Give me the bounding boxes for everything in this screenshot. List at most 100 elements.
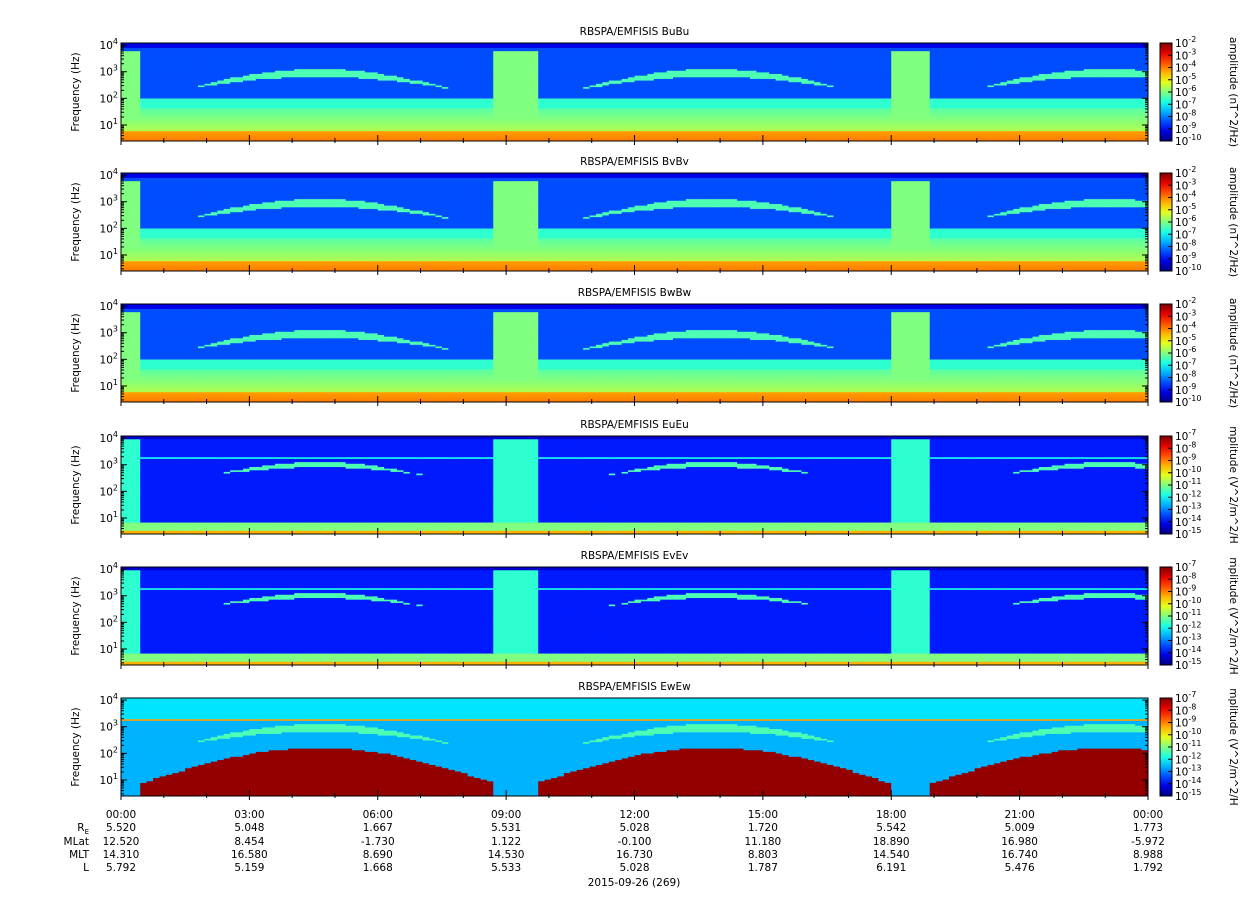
y-tick-label: 104 (100, 692, 118, 707)
panel-title: RBSPA/EMFISIS EwEw (578, 681, 691, 693)
panel-title: RBSPA/EMFISIS EuEu (580, 419, 689, 431)
ephemeris-value: 5.533 (491, 862, 521, 874)
date-label: 2015-09-26 (269) (588, 877, 681, 889)
spectrogram-image (121, 304, 1148, 402)
ephemeris-value: 5.520 (106, 822, 136, 834)
ephemeris-value: 16.580 (231, 849, 268, 861)
y-tick-label: 104 (100, 430, 118, 445)
panel-4: RBSPA/EMFISIS EuEu 101 102 103 104 Frequency … (70, 419, 1239, 544)
colorbar-label: mplitude (V^2/m^2/H (1227, 557, 1239, 674)
ephemeris-value: 1.792 (1133, 862, 1163, 874)
ephemeris-value: 5.792 (106, 862, 136, 874)
y-axis-label: Frequency (Hz) (70, 52, 82, 131)
colorbar-tick-label: 10-10 (1175, 394, 1201, 409)
colorbar-label: mplitude (V^2/m^2/H (1227, 426, 1239, 543)
x-tick-label: 09:00 (491, 809, 521, 821)
ephemeris-value: 5.476 (1005, 862, 1035, 874)
y-axis-label: Frequency (Hz) (70, 707, 82, 786)
ephemeris-value: 14.540 (873, 849, 910, 861)
ephemeris-value: 16.730 (616, 849, 653, 861)
y-tick-label: 104 (100, 167, 118, 182)
colorbar-tick-label: 10-15 (1175, 788, 1201, 803)
panel-1: RBSPA/EMFISIS BuBu101102103104Frequency … (70, 26, 1239, 148)
ephemeris-value: 5.048 (234, 822, 264, 834)
ephemeris-value: 1.787 (748, 862, 778, 874)
panels: RBSPA/EMFISIS BuBu 101 102 103 104 Frequency … (70, 26, 1239, 806)
y-tick-label: 101 (100, 510, 118, 525)
colorbar-label: mplitude (V^2/m^2/H (1227, 688, 1239, 805)
y-tick-label: 104 (100, 561, 118, 576)
y-tick-label: 103 (100, 194, 118, 209)
ephemeris-label: MLT (69, 849, 89, 861)
colorbar-tick-label: 10-15 (1175, 526, 1201, 541)
panel-title: RBSPA/EMFISIS BuBu (580, 26, 690, 38)
ephemeris-value: 8.454 (234, 836, 264, 848)
x-tick-label: 12:00 (619, 809, 649, 821)
ephemeris-value: 12.520 (103, 836, 140, 848)
colorbar: 10-710-810-910-1010-1110-1210-1310-1410-… (1160, 688, 1239, 805)
x-tick-label: 21:00 (1004, 809, 1034, 821)
ephemeris-value: 5.159 (234, 862, 264, 874)
x-tick-label: 06:00 (363, 809, 393, 821)
ephemeris-value: 5.542 (876, 822, 906, 834)
colorbar-label: amplitude (nT^2/Hz) (1227, 167, 1239, 277)
panel-2: RBSPA/EMFISIS BvBv101102103104Frequency … (70, 156, 1239, 278)
x-tick-label: 18:00 (876, 809, 906, 821)
y-axis-label: Frequency (Hz) (70, 576, 82, 655)
ephemeris-value: 5.009 (1005, 822, 1035, 834)
y-tick-label: 101 (100, 378, 118, 393)
y-tick-label: 104 (100, 37, 118, 52)
colorbar: 10-210-310-410-510-610-710-810-910-10 amp… (1160, 35, 1239, 148)
y-tick-label: 103 (100, 719, 118, 734)
ephemeris-value: 8.690 (363, 849, 393, 861)
colorbar-tick-label: 10-10 (1175, 133, 1201, 148)
y-tick-label: 102 (100, 483, 118, 498)
y-tick-label: 103 (100, 325, 118, 340)
spectrogram-image (121, 436, 1148, 534)
panel-title: RBSPA/EMFISIS BvBv (580, 156, 689, 168)
colorbar-tick-label: 10-10 (1175, 263, 1201, 278)
y-tick-label: 103 (100, 588, 118, 603)
y-tick-label: 101 (100, 772, 118, 787)
ephemeris-value: 14.530 (488, 849, 525, 861)
ephemeris-value: 5.531 (491, 822, 521, 834)
ephemeris-value: 8.803 (748, 849, 778, 861)
y-tick-label: 103 (100, 457, 118, 472)
ephemeris-value: -0.100 (618, 836, 652, 848)
panel-5: RBSPA/EMFISIS EvEv101102103104Frequency … (70, 550, 1239, 675)
ephemeris-value: -5.972 (1131, 836, 1165, 848)
y-tick-label: 102 (100, 351, 118, 366)
ephemeris-value: 1.720 (748, 822, 778, 834)
spectrogram-image (121, 698, 1148, 796)
ephemeris-label: MLat (64, 836, 89, 848)
x-axis: 00:00 03:00 06:00 09:00 12:00 15:00 18:00 21:00… (64, 809, 1165, 889)
panel-title: RBSPA/EMFISIS BwBw (578, 287, 692, 299)
y-tick-label: 103 (100, 64, 118, 79)
y-axis-label: Frequency (Hz) (70, 445, 82, 524)
y-tick-label: 102 (100, 614, 118, 629)
ephemeris-value: 18.890 (873, 836, 910, 848)
colorbar-label: amplitude (nT^2/Hz) (1227, 298, 1239, 408)
y-tick-label: 102 (100, 90, 118, 105)
x-tick-label: 15:00 (748, 809, 778, 821)
spectrogram-image (121, 173, 1148, 271)
colorbar: 10-210-310-410-510-610-710-810-910-10 amp… (1160, 296, 1239, 409)
ephemeris-value: 6.191 (876, 862, 906, 874)
y-tick-label: 104 (100, 298, 118, 313)
ephemeris-value: 16.740 (1001, 849, 1038, 861)
panel-6: RBSPA/EMFISIS EwEw101102103104Frequency … (70, 681, 1239, 806)
x-tick-label: 00:00 (106, 809, 136, 821)
ephemeris-value: 5.028 (619, 822, 649, 834)
ephemeris-label: RE (77, 822, 89, 836)
y-axis-label: Frequency (Hz) (70, 182, 82, 261)
ephemeris-value: -1.730 (361, 836, 395, 848)
ephemeris-value: 8.988 (1133, 849, 1163, 861)
colorbar: 10-210-310-410-510-610-710-810-910-10 amp… (1160, 165, 1239, 278)
ephemeris-value: 1.122 (491, 836, 521, 848)
colorbar: 10-710-810-910-1010-1110-1210-1310-1410-… (1160, 557, 1239, 674)
ephemeris-value: 1.668 (363, 862, 393, 874)
panel-title: RBSPA/EMFISIS EvEv (581, 550, 689, 562)
ephemeris-value: 5.028 (619, 862, 649, 874)
ephemeris-value: 1.667 (363, 822, 393, 834)
